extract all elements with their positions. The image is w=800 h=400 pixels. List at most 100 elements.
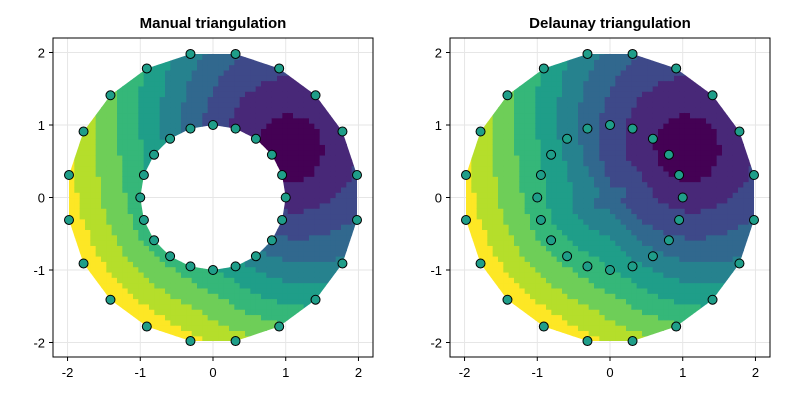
y-tick-label: 1 bbox=[435, 118, 442, 133]
data-point bbox=[274, 63, 285, 74]
y-tick-label: -2 bbox=[33, 336, 45, 351]
y-tick-label: 2 bbox=[38, 46, 45, 61]
data-point bbox=[734, 258, 745, 269]
data-point bbox=[671, 63, 682, 74]
data-point bbox=[535, 214, 546, 225]
data-point bbox=[647, 133, 658, 144]
data-point bbox=[266, 149, 277, 160]
data-point bbox=[535, 170, 546, 181]
data-point bbox=[105, 294, 116, 305]
data-point bbox=[64, 214, 74, 225]
data-point bbox=[165, 133, 176, 144]
x-tick-label: -2 bbox=[459, 365, 471, 380]
data-point bbox=[475, 258, 486, 269]
data-point bbox=[546, 149, 557, 160]
y-tick-label: -2 bbox=[430, 336, 442, 351]
data-point bbox=[78, 126, 89, 137]
data-point bbox=[532, 192, 543, 203]
data-point bbox=[677, 192, 688, 203]
data-point bbox=[165, 251, 176, 262]
data-point bbox=[562, 133, 573, 144]
data-point bbox=[185, 261, 196, 272]
contour-fill bbox=[466, 53, 754, 342]
data-point bbox=[230, 48, 241, 59]
data-point bbox=[461, 170, 471, 181]
axis-panel-2: -2 -1 0 1 2 2 1 0 -1 -2 Delaunay triangulation bbox=[430, 15, 771, 380]
data-point bbox=[582, 123, 593, 134]
data-point bbox=[266, 235, 277, 246]
y-tick-label: 2 bbox=[435, 46, 442, 61]
data-point bbox=[475, 126, 486, 137]
data-point bbox=[64, 170, 74, 181]
data-point bbox=[538, 63, 549, 74]
data-point bbox=[135, 192, 146, 203]
data-point bbox=[546, 235, 557, 246]
data-point bbox=[185, 123, 196, 134]
x-tick-label: 0 bbox=[209, 365, 216, 380]
x-tick-label: 2 bbox=[752, 365, 759, 380]
data-point bbox=[105, 90, 116, 101]
data-point bbox=[337, 258, 348, 269]
data-point bbox=[230, 336, 241, 347]
data-point bbox=[461, 214, 471, 225]
data-point bbox=[352, 214, 362, 225]
data-point bbox=[138, 214, 149, 225]
data-point bbox=[277, 214, 288, 225]
data-point bbox=[663, 235, 674, 246]
x-tick-label: 2 bbox=[355, 365, 362, 380]
data-point bbox=[582, 261, 593, 272]
data-point bbox=[749, 170, 759, 181]
x-tick-label: -1 bbox=[134, 365, 146, 380]
data-point bbox=[707, 90, 718, 101]
x-tick-label: -2 bbox=[62, 365, 74, 380]
chart-title: Delaunay triangulation bbox=[529, 15, 691, 32]
data-point bbox=[674, 214, 685, 225]
data-point bbox=[502, 294, 513, 305]
data-point bbox=[280, 192, 291, 203]
data-point bbox=[734, 126, 745, 137]
data-point bbox=[627, 48, 638, 59]
chart-title: Manual triangulation bbox=[140, 15, 287, 32]
y-tick-label: -1 bbox=[430, 263, 442, 278]
data-point bbox=[647, 251, 658, 262]
data-point bbox=[707, 294, 718, 305]
data-point bbox=[310, 294, 321, 305]
data-point bbox=[310, 90, 321, 101]
data-point bbox=[538, 321, 549, 332]
data-point bbox=[149, 235, 160, 246]
data-point bbox=[230, 123, 241, 134]
data-point bbox=[141, 63, 152, 74]
data-point bbox=[663, 149, 674, 160]
data-point bbox=[337, 126, 348, 137]
data-point bbox=[605, 120, 615, 130]
x-tick-label: 1 bbox=[282, 365, 289, 380]
data-point bbox=[78, 258, 89, 269]
data-point bbox=[627, 123, 638, 134]
data-point bbox=[605, 265, 615, 275]
data-point bbox=[274, 321, 285, 332]
data-point bbox=[671, 321, 682, 332]
x-tick-label: -1 bbox=[531, 365, 543, 380]
x-tick-label: 0 bbox=[606, 365, 613, 380]
y-tick-label: 0 bbox=[38, 191, 45, 206]
data-point bbox=[749, 214, 759, 225]
data-point bbox=[250, 251, 261, 262]
data-point bbox=[185, 336, 196, 347]
data-point bbox=[277, 170, 288, 181]
data-point bbox=[141, 321, 152, 332]
data-point bbox=[627, 261, 638, 272]
y-tick-label: 1 bbox=[38, 118, 45, 133]
data-point bbox=[208, 265, 218, 275]
data-point bbox=[138, 170, 149, 181]
data-point bbox=[230, 261, 241, 272]
data-point bbox=[185, 48, 196, 59]
y-tick-label: -1 bbox=[33, 263, 45, 278]
data-point bbox=[674, 170, 685, 181]
data-point bbox=[149, 149, 160, 160]
axis-panel-1: -2 -1 0 1 2 2 1 0 -1 -2 Manual triangulation bbox=[33, 15, 374, 380]
data-point bbox=[208, 120, 218, 130]
data-point bbox=[250, 133, 261, 144]
data-point bbox=[352, 170, 362, 181]
y-tick-label: 0 bbox=[435, 191, 442, 206]
